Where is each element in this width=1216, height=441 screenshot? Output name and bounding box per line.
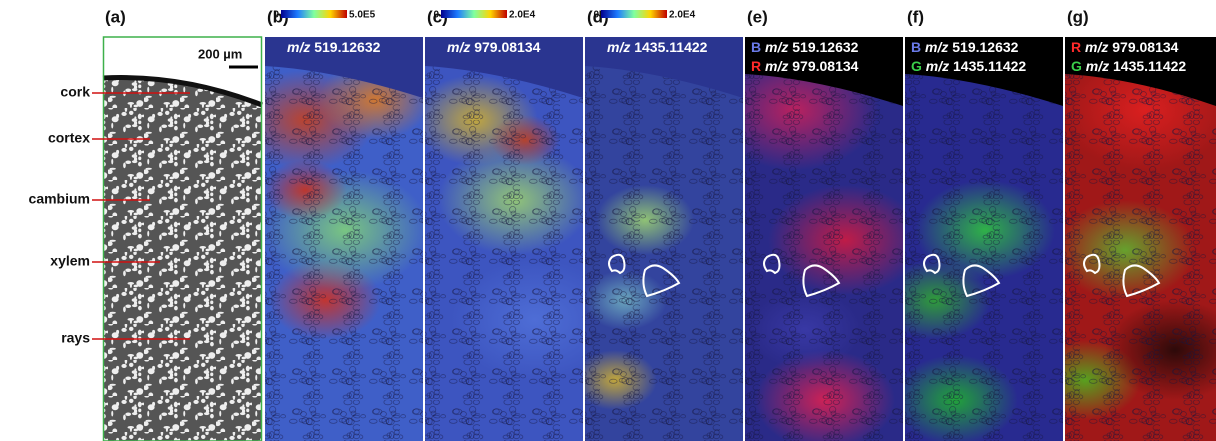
micrograph <box>103 37 262 441</box>
channel-label: m/z 519.12632 <box>287 39 381 55</box>
annotation: cork <box>60 84 90 100</box>
mz-value: 1435.11422 <box>1113 58 1186 74</box>
colorbar-min: 0 <box>273 10 279 21</box>
channel-letter: G <box>1071 58 1082 74</box>
colorbar <box>441 10 507 18</box>
channel-label: m/z 1435.11422 <box>607 39 708 55</box>
mz-value: 979.08134 <box>792 58 858 74</box>
colorbar-min: 0 <box>433 10 439 21</box>
panel-label: (e) <box>747 7 768 26</box>
colorbar <box>601 10 667 18</box>
panel-label: (f) <box>907 7 924 26</box>
ion-image <box>879 37 1063 441</box>
channel-letter: B <box>911 39 921 55</box>
annotation: cambium <box>29 191 90 207</box>
scale-bar-label: 200 µm <box>198 46 242 61</box>
channel-letter: G <box>911 58 922 74</box>
channel-label: B m/z 519.12632 <box>911 39 1019 55</box>
panel: (a) 200 µm cork cortex cambium xylem rays <box>29 7 262 441</box>
mz-value: 979.08134 <box>1112 39 1178 55</box>
ion-image <box>573 30 743 441</box>
channel-label: m/z 979.08134 <box>447 39 541 55</box>
mz-prefix: m/z <box>765 58 788 74</box>
mz-prefix: m/z <box>925 39 948 55</box>
mz-prefix: m/z <box>607 39 630 55</box>
channel-label: G m/z 1435.11422 <box>911 58 1026 74</box>
figure: (a)200 µmcorkcortexcambiumxylemrays(b)05… <box>0 0 1216 441</box>
channel-letter: R <box>1071 39 1081 55</box>
mz-value: 519.12632 <box>792 39 858 55</box>
annotation: cortex <box>48 130 90 146</box>
annotation: xylem <box>50 253 90 269</box>
colorbar <box>281 10 347 18</box>
channel-label: R m/z 979.08134 <box>751 58 859 74</box>
annotation: rays <box>61 330 90 346</box>
panel-label: (a) <box>105 7 126 26</box>
channel-letter: B <box>751 39 761 55</box>
mz-prefix: m/z <box>287 39 310 55</box>
mz-prefix: m/z <box>926 58 949 74</box>
mz-value: 1435.11422 <box>634 39 707 55</box>
mz-prefix: m/z <box>1086 58 1109 74</box>
panel: (f) B m/z 519.12632 G m/z 1435.11422 <box>879 7 1063 441</box>
channel-label: R m/z 979.08134 <box>1071 39 1179 55</box>
colorbar-min: 0 <box>593 10 599 21</box>
colorbar-max: 5.0E5 <box>349 10 376 21</box>
colorbar-max: 2.0E4 <box>669 10 696 21</box>
ion-image <box>235 37 431 441</box>
mz-value: 1435.11422 <box>953 58 1026 74</box>
channel-label: G m/z 1435.11422 <box>1071 58 1186 74</box>
mz-value: 979.08134 <box>474 39 540 55</box>
mz-value: 519.12632 <box>314 39 380 55</box>
panel-label: (g) <box>1067 7 1089 26</box>
mz-prefix: m/z <box>1085 39 1108 55</box>
channel-letter: R <box>751 58 761 74</box>
channel-label: B m/z 519.12632 <box>751 39 859 55</box>
colorbar-max: 2.0E4 <box>509 10 536 21</box>
mz-prefix: m/z <box>447 39 470 55</box>
mz-prefix: m/z <box>765 39 788 55</box>
mz-value: 519.12632 <box>952 39 1018 55</box>
